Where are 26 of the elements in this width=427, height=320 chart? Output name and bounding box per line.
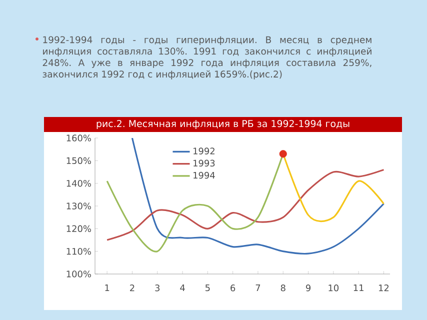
y-tick-label: 100%: [66, 270, 91, 278]
x-tick-label: 10: [328, 284, 339, 292]
x-tick-label: 1: [105, 284, 110, 292]
y-tick-label: 110%: [66, 248, 91, 255]
line-series: [106, 168, 385, 241]
chart-title: рис.2. Месячная инфляция в РБ за 1992-1994 годы: [96, 120, 350, 129]
x-tick-label: 12: [378, 284, 389, 292]
x-tick-label: 5: [206, 284, 210, 292]
x-tick-label: 8: [280, 284, 286, 292]
x-tick-label: 11: [354, 284, 364, 292]
y-tick-label: 120%: [66, 225, 91, 232]
x-tick-label: 4: [180, 284, 185, 292]
x-tick-label: 3: [155, 284, 160, 292]
legend-label: 1993: [194, 160, 215, 167]
line-series: [131, 138, 385, 255]
y-tick-label: 130%: [66, 202, 91, 210]
y-tick-label: 140%: [66, 180, 91, 187]
x-tick-label: 2: [130, 284, 134, 292]
x-tick-label: 9: [306, 284, 310, 292]
x-tick-label: 6: [230, 284, 236, 292]
y-tick-label: 160%: [66, 134, 91, 142]
legend-label: 1992: [194, 148, 214, 154]
x-tick-label: 7: [256, 284, 260, 292]
legend-label: 1994: [194, 172, 215, 179]
chart-subtitle: 1992-1994 годы - годы гиперинфляции. В месяц в среднем инфляция составляла 130%. 1991 год закончился с инфляцией 248%. А уже в январе 1992 года инфляция составила 259%, закончился 1992 год с инфляцией 1659%.(рис.2): [42, 36, 372, 80]
y-tick-label: 150%: [66, 157, 91, 164]
